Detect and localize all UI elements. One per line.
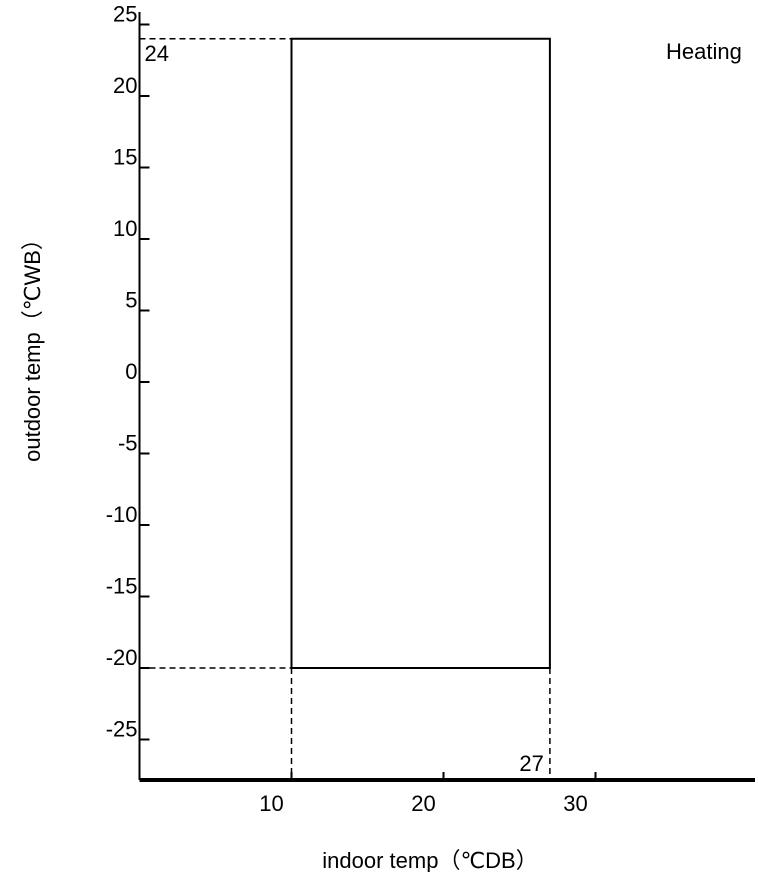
reference-lines [139,38,551,780]
series-group [290,37,551,669]
annotation-27: 27 [519,751,543,776]
y-tick-label: 5 [125,288,137,313]
annotations: 24 27 Heating [145,39,742,776]
y-tick-label: 25 [113,2,137,27]
y-tick-label: -5 [118,431,138,456]
y-tick-label: -25 [106,717,138,742]
x-tick-label: 10 [259,791,283,816]
y-axis-title: outdoor temp（℃WB） [20,228,45,462]
y-ticks: 25 20 15 10 5 0 -5 -10 -15 -20 -25 [106,2,150,742]
series-heating-region [290,37,551,669]
y-tick-label: -20 [106,645,138,670]
y-tick-label: -15 [106,574,138,599]
y-tick-label: 0 [125,359,137,384]
x-tick-label: 30 [563,791,587,816]
x-axis-title: indoor temp（℃DB） [322,848,537,872]
x-tick-label: 20 [411,791,435,816]
y-tick-label: -10 [106,502,138,527]
annotation-heating: Heating [666,39,742,64]
y-tick-label: 15 [113,145,137,170]
annotation-24: 24 [145,41,169,66]
y-tick-label: 20 [113,73,137,98]
y-tick-label: 10 [113,216,137,241]
axes [138,12,755,782]
x-ticks: 10 20 30 [259,772,597,816]
